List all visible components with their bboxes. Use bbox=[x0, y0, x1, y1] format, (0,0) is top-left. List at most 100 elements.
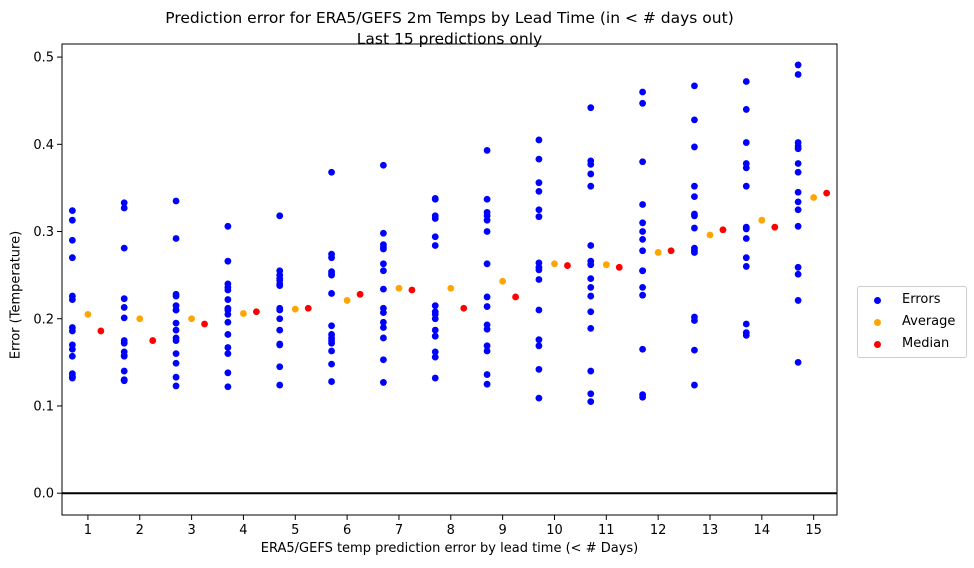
errors-point bbox=[742, 224, 750, 232]
errors-point bbox=[691, 116, 698, 124]
errors-point bbox=[639, 88, 647, 96]
errors-point bbox=[483, 380, 491, 388]
errors-point bbox=[794, 61, 802, 69]
errors-point bbox=[380, 245, 387, 253]
errors-point bbox=[639, 345, 647, 353]
median-point bbox=[615, 263, 623, 271]
errors-point bbox=[794, 160, 802, 167]
errors-point bbox=[535, 276, 543, 283]
errors-point bbox=[691, 212, 698, 220]
errors-point bbox=[68, 327, 76, 335]
errors-point bbox=[328, 269, 335, 277]
errors-point bbox=[276, 363, 284, 371]
errors-point bbox=[691, 224, 698, 232]
errors-point bbox=[224, 344, 232, 351]
errors-point bbox=[224, 318, 232, 326]
errors-point bbox=[224, 222, 232, 230]
average-point bbox=[291, 305, 299, 313]
median-point bbox=[823, 189, 831, 197]
average-point bbox=[343, 297, 351, 304]
errors-point bbox=[742, 254, 750, 262]
errors-point bbox=[742, 78, 750, 85]
errors-point bbox=[328, 254, 335, 262]
median-point bbox=[356, 290, 364, 298]
errors-point bbox=[224, 383, 232, 391]
errors-point bbox=[276, 306, 284, 314]
x-tick-label: 3 bbox=[187, 523, 195, 538]
errors-point bbox=[639, 235, 647, 243]
errors-point bbox=[535, 179, 543, 187]
errors-point bbox=[172, 359, 180, 367]
errors-point bbox=[587, 261, 595, 269]
errors-point bbox=[328, 290, 335, 297]
y-tick-label: 0.4 bbox=[33, 138, 54, 153]
errors-point bbox=[742, 331, 750, 339]
errors-point bbox=[276, 212, 284, 220]
average-point bbox=[395, 284, 403, 292]
average-point bbox=[758, 216, 766, 224]
errors-point bbox=[172, 350, 180, 358]
errors-point bbox=[68, 254, 76, 262]
x-tick-label: 1 bbox=[84, 523, 92, 538]
errors-point bbox=[535, 336, 543, 344]
errors-point bbox=[587, 324, 595, 332]
errors-point bbox=[587, 170, 595, 178]
errors-point bbox=[691, 249, 698, 256]
median-point bbox=[201, 320, 208, 328]
errors-point bbox=[68, 352, 76, 360]
errors-point bbox=[535, 306, 543, 314]
errors-point bbox=[794, 270, 802, 278]
errors-point bbox=[587, 308, 595, 316]
errors-point bbox=[224, 257, 232, 265]
x-tick-label: 8 bbox=[447, 523, 455, 538]
errors-point bbox=[794, 358, 802, 366]
errors-point bbox=[380, 324, 387, 331]
errors-point bbox=[68, 296, 76, 303]
errors-point bbox=[691, 317, 698, 324]
errors-point bbox=[639, 283, 647, 291]
errors-point bbox=[328, 378, 335, 385]
x-tick-label: 13 bbox=[702, 523, 719, 538]
errors-point bbox=[587, 275, 595, 283]
x-tick-label: 11 bbox=[598, 523, 615, 538]
median-point bbox=[408, 286, 416, 294]
errors-point bbox=[794, 297, 802, 304]
errors-point bbox=[224, 369, 232, 377]
average-point bbox=[499, 277, 507, 285]
errors-point bbox=[483, 147, 491, 154]
errors-point bbox=[483, 325, 491, 333]
median-point bbox=[719, 226, 727, 234]
errors-point bbox=[224, 331, 232, 338]
errors-point bbox=[172, 306, 180, 314]
plot-area bbox=[61, 43, 838, 516]
errors-point bbox=[639, 201, 647, 208]
errors-point bbox=[431, 215, 439, 222]
median-point bbox=[667, 247, 675, 255]
errors-point bbox=[120, 204, 128, 212]
errors-point bbox=[431, 332, 439, 340]
errors-point bbox=[639, 291, 647, 299]
errors-point bbox=[794, 188, 802, 196]
errors-point bbox=[328, 339, 335, 347]
average-point bbox=[551, 260, 558, 268]
errors-point bbox=[172, 235, 180, 242]
x-tick-label: 7 bbox=[395, 523, 403, 538]
errors-point bbox=[380, 379, 387, 386]
legend-marker-median bbox=[874, 341, 881, 348]
errors-point bbox=[172, 373, 180, 381]
errors-point bbox=[120, 376, 128, 384]
errors-point bbox=[794, 198, 802, 206]
errors-point bbox=[587, 292, 595, 300]
errors-point bbox=[742, 139, 750, 146]
x-tick-label: 4 bbox=[239, 523, 247, 538]
errors-point bbox=[794, 222, 802, 230]
x-tick-label: 15 bbox=[805, 523, 822, 538]
errors-point bbox=[691, 381, 698, 389]
errors-point bbox=[172, 319, 180, 327]
errors-point bbox=[742, 235, 750, 242]
errors-point bbox=[639, 267, 647, 275]
errors-point bbox=[380, 318, 387, 326]
legend-marker-average bbox=[874, 319, 881, 326]
x-tick-label: 9 bbox=[498, 523, 506, 538]
errors-point bbox=[380, 260, 387, 268]
